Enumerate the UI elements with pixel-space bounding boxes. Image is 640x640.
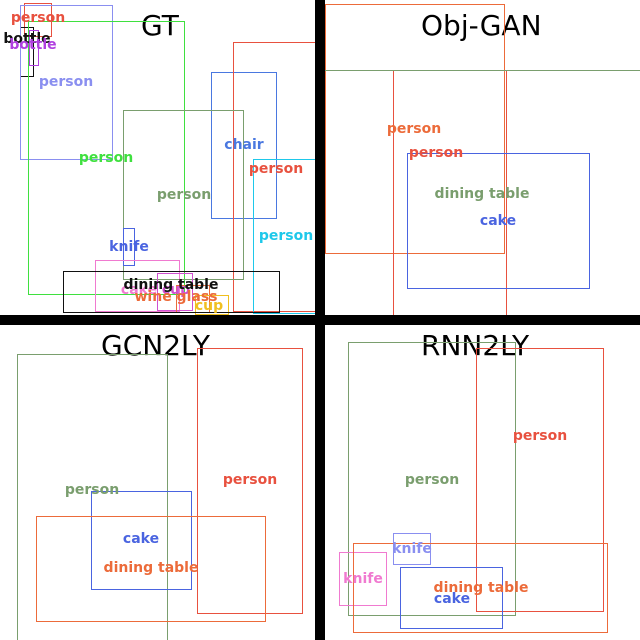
label-wine-glass: wine glass (134, 289, 218, 305)
label-person: person (156, 187, 212, 203)
bbox-cake (400, 567, 503, 629)
panel-obj-gan: Obj-GAN person person dining table cake (325, 0, 640, 315)
bbox-dining-table (63, 271, 280, 313)
bbox-person (233, 42, 315, 312)
label-cake: cake (122, 531, 160, 547)
bbox-knife (339, 552, 387, 606)
bbox-person (476, 348, 604, 612)
bbox-cup (195, 295, 229, 315)
label-person: person (408, 145, 464, 161)
label-person: person (248, 161, 304, 177)
label-dining-table: dining table (434, 186, 530, 202)
label-person: person (10, 10, 66, 26)
bbox-bottle (29, 30, 39, 66)
label-bottle: bottle (9, 37, 57, 53)
bbox-person (253, 159, 315, 314)
bbox-cake (407, 153, 590, 289)
label-person: person (386, 121, 442, 137)
panel-title: GT (141, 9, 179, 42)
bbox-dining-table (36, 516, 266, 622)
bbox-person (348, 342, 516, 616)
bbox-person (20, 5, 113, 160)
label-person: person (78, 150, 134, 166)
bbox-knife (393, 533, 431, 565)
label-person: person (64, 482, 120, 498)
label-dining-table: dining table (433, 580, 529, 596)
label-cake: cake (120, 282, 158, 298)
label-person: person (258, 228, 314, 244)
bbox-person (325, 4, 505, 254)
bbox-chair (211, 72, 277, 219)
panel-gt: GT person bottle bottle person person ch… (0, 0, 315, 315)
label-person: person (512, 428, 568, 444)
label-person: person (38, 74, 94, 90)
label-cake: cake (479, 213, 517, 229)
label-dining-table: dining table (103, 560, 199, 576)
bbox-cup (157, 273, 193, 311)
label-knife: knife (109, 239, 149, 255)
label-knife: knife (343, 571, 383, 587)
label-dining-table: dining table (123, 277, 219, 293)
label-cup: cup (194, 298, 224, 314)
label-chair: chair (224, 137, 264, 153)
label-cup: cup (161, 282, 191, 298)
bbox-person (197, 348, 303, 614)
label-cake: cake (433, 591, 471, 607)
panel-title: RNN2LY (421, 329, 530, 362)
panel-gcn2ly: GCN2LY person person cake dining table (0, 325, 315, 640)
bbox-cake (91, 491, 192, 590)
label-knife: knife (392, 541, 432, 557)
label-person: person (404, 472, 460, 488)
bbox-dining-table (325, 70, 640, 71)
label-person: person (222, 472, 278, 488)
bbox-person (28, 21, 185, 295)
bbox-person (17, 354, 168, 640)
panel-rnn2ly: RNN2LY person person knife knife dining … (325, 325, 640, 640)
panel-title: Obj-GAN (421, 9, 542, 42)
bbox-knife (123, 228, 135, 266)
bbox-dining-table (353, 543, 608, 633)
bbox-person (123, 110, 244, 280)
label-bottle: bottle (3, 31, 51, 47)
bbox-cake (95, 260, 180, 312)
